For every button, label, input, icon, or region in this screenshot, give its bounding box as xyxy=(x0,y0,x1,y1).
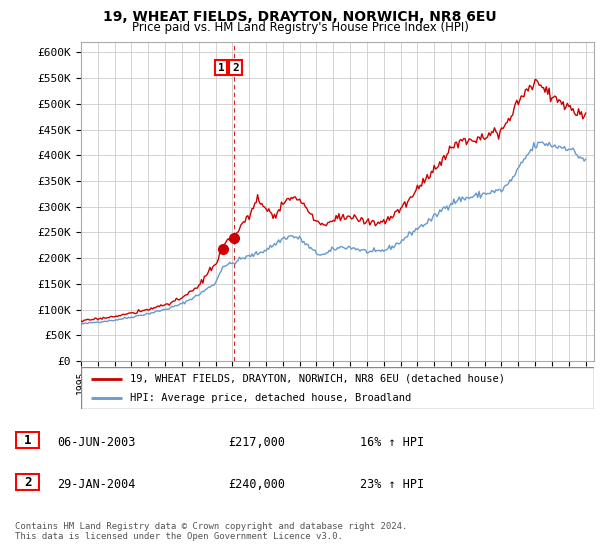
Text: 2: 2 xyxy=(24,475,31,489)
Text: Price paid vs. HM Land Registry's House Price Index (HPI): Price paid vs. HM Land Registry's House … xyxy=(131,21,469,34)
Text: 23% ↑ HPI: 23% ↑ HPI xyxy=(360,478,424,491)
Text: 2: 2 xyxy=(232,63,239,73)
Text: 06-JUN-2003: 06-JUN-2003 xyxy=(57,436,136,449)
Text: 19, WHEAT FIELDS, DRAYTON, NORWICH, NR8 6EU (detached house): 19, WHEAT FIELDS, DRAYTON, NORWICH, NR8 … xyxy=(130,374,505,384)
Text: 29-JAN-2004: 29-JAN-2004 xyxy=(57,478,136,491)
Text: Contains HM Land Registry data © Crown copyright and database right 2024.
This d: Contains HM Land Registry data © Crown c… xyxy=(15,522,407,542)
Text: 1: 1 xyxy=(218,63,224,73)
Text: 1: 1 xyxy=(24,433,31,447)
Text: £217,000: £217,000 xyxy=(228,436,285,449)
Text: 19, WHEAT FIELDS, DRAYTON, NORWICH, NR8 6EU: 19, WHEAT FIELDS, DRAYTON, NORWICH, NR8 … xyxy=(103,10,497,24)
Text: HPI: Average price, detached house, Broadland: HPI: Average price, detached house, Broa… xyxy=(130,393,411,403)
Text: £240,000: £240,000 xyxy=(228,478,285,491)
Text: 16% ↑ HPI: 16% ↑ HPI xyxy=(360,436,424,449)
